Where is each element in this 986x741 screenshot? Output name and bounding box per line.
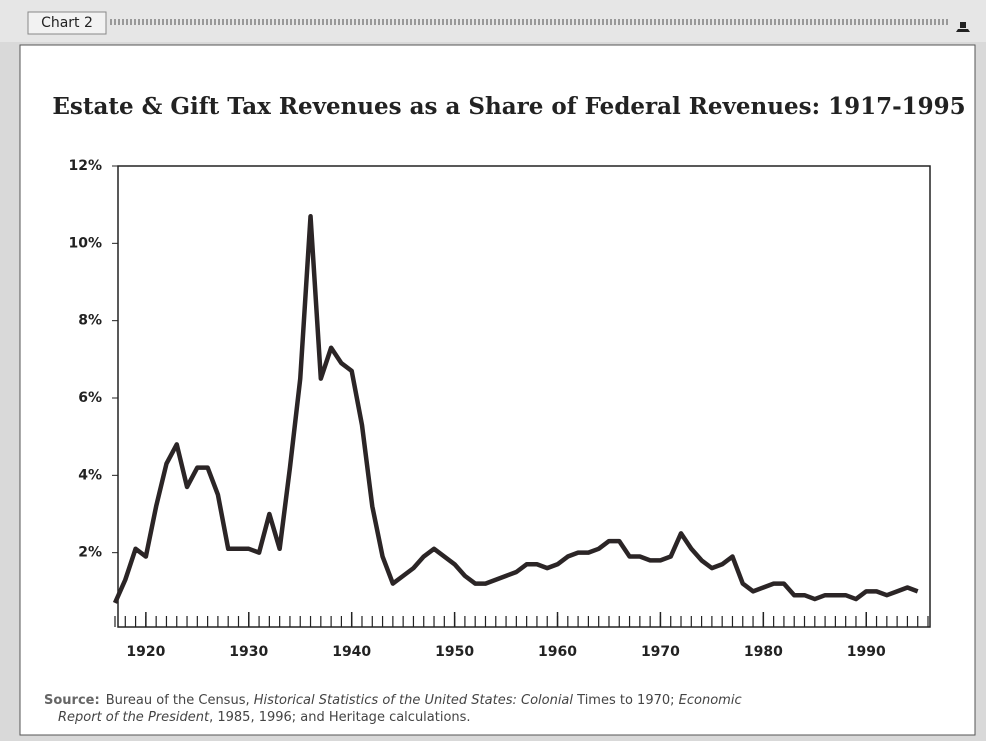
x-tick-label: 1950 [435, 644, 474, 660]
x-tick-label: 1940 [332, 644, 371, 660]
tab-label[interactable]: Chart 2 [41, 15, 93, 31]
y-tick-label: 2% [78, 545, 102, 561]
panel [19, 44, 976, 736]
plot-frame [117, 165, 931, 628]
bell-icon[interactable] [956, 22, 970, 32]
x-tick-label: 1930 [229, 644, 268, 660]
source-line-2: Report of the President, 1985, 1996; and… [58, 710, 471, 725]
y-tick-label: 10% [68, 235, 102, 251]
line [112, 214, 919, 604]
source: Source: Bureau of the Census, Historical … [44, 693, 742, 708]
x-tick-label: 1990 [847, 644, 886, 660]
x-tick-label: 1970 [641, 644, 680, 660]
x-tick-label: 1980 [744, 644, 783, 660]
title-strip [0, 0, 986, 42]
x-tick-label: 1960 [538, 644, 577, 660]
x-tick-label: 1920 [126, 644, 165, 660]
y-tick-label: 12% [68, 158, 102, 174]
y-tick-label: 6% [78, 390, 102, 406]
y-tick-label: 8% [78, 313, 102, 329]
y-tick-label: 4% [78, 467, 102, 483]
tab[interactable] [27, 11, 107, 35]
chart-title: Estate & Gift Tax Revenues as a Share of… [52, 93, 965, 120]
